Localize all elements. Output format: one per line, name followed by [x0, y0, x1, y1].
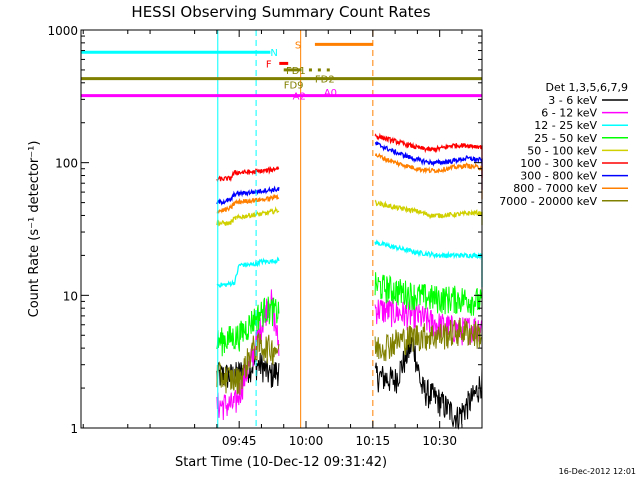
legend-label-3: 12 - 25 keV — [534, 119, 597, 132]
flag-dot-fd1-3 — [326, 68, 330, 72]
flag-label-fd9: FD9 — [284, 80, 304, 91]
flag-label-f: F — [266, 59, 272, 70]
flag-dot-fd1-1 — [308, 68, 312, 72]
legend-label-9: 7000 - 20000 keV — [499, 195, 597, 208]
flag-label-fd2: FD2 — [315, 75, 335, 86]
chart-title: HESSI Observing Summary Count Rates — [131, 3, 430, 21]
flag-label-a2: A2 — [293, 92, 306, 103]
legend-label-4: 25 - 50 keV — [534, 132, 597, 145]
x-tick-label: 10:00 — [289, 434, 324, 448]
legend-label-6: 100 - 300 keV — [520, 157, 597, 170]
x-tick-label: 09:45 — [222, 434, 257, 448]
y-tick-label: 10 — [63, 289, 78, 303]
y-axis-label: Count Rate (s⁻¹ detector⁻¹) — [27, 141, 42, 318]
flag-label-fd1: FD1 — [286, 66, 306, 77]
flag-label-s: S — [295, 40, 301, 51]
legend-label-5: 50 - 100 keV — [527, 144, 597, 157]
y-tick-label: 1000 — [47, 24, 78, 38]
series-line-8-pre — [216, 193, 280, 214]
legend-label-1: 3 - 6 keV — [548, 94, 597, 107]
y-tick-label: 1 — [70, 422, 78, 436]
series-line-7-pre — [216, 185, 280, 206]
legend-label-8: 800 - 7000 keV — [513, 182, 597, 195]
flag-label-n: N — [270, 48, 277, 59]
x-tick-label: 10:15 — [356, 434, 391, 448]
legend-label-2: 6 - 12 keV — [541, 107, 597, 120]
legend-title: Det 1,3,5,6,7,9 — [545, 81, 628, 94]
timestamp: 16-Dec-2012 12:01 — [559, 467, 636, 476]
flag-label-a0: A0 — [324, 88, 337, 99]
series-line-5-pre — [216, 206, 280, 227]
plot-frame — [80, 29, 483, 429]
x-axis-label: Start Time (10-Dec-12 09:31:42) — [175, 455, 387, 470]
series-line-3-pre — [216, 256, 280, 288]
y-tick-label: 100 — [55, 157, 78, 171]
axes-layer: 09:45 10:00 10:15 10:30 1 10 100 1000 — [47, 24, 482, 448]
series-line-6-pre — [216, 166, 280, 183]
series-line-4-pre — [216, 296, 280, 357]
series-line-9-pre — [216, 331, 280, 395]
legend-label-7: 300 - 800 keV — [520, 170, 597, 183]
flag-dot-fd1-2 — [317, 68, 321, 72]
x-tick-label: 10:30 — [422, 434, 457, 448]
